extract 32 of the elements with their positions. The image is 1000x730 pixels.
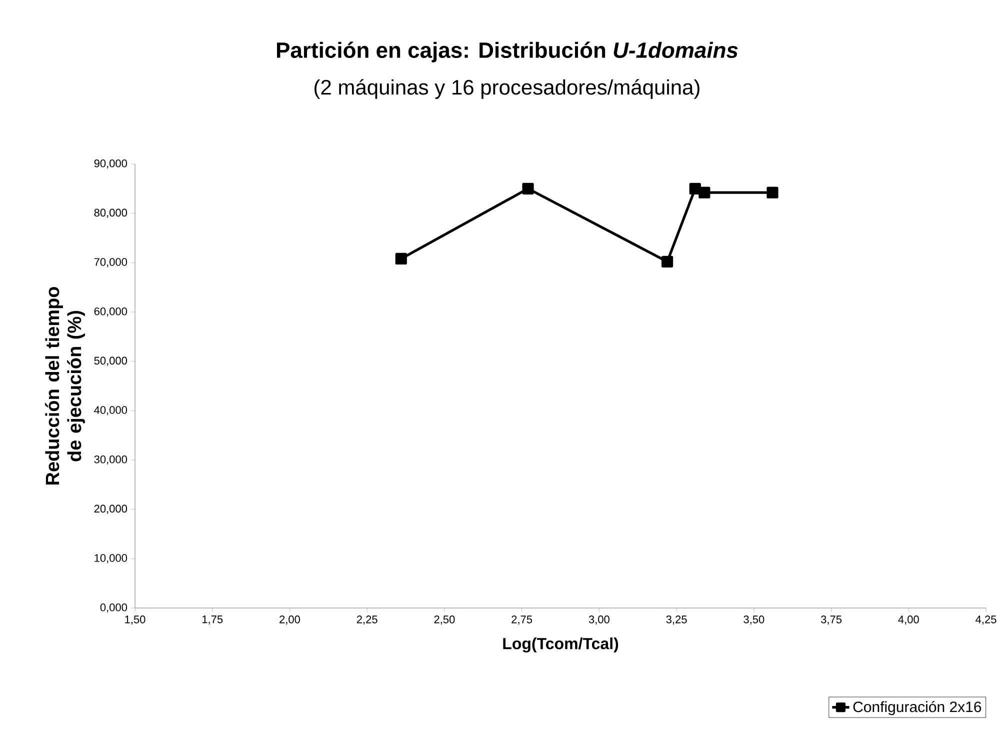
- y-tick-label: 30,000: [94, 455, 128, 465]
- y-tick-label: 20,000: [94, 504, 128, 514]
- y-tick-label: 10,000: [94, 554, 128, 564]
- y-tick-label: 70,000: [94, 258, 128, 268]
- y-tick-label: 0,000: [100, 603, 128, 613]
- x-tick-label: 3,75: [821, 616, 842, 625]
- y-axis-title: Reducción del tiempo de ejecución (%): [45, 286, 85, 484]
- chart-title: Partición en cajas: Distribución U-1domains: [277, 42, 738, 62]
- x-tick-label: 2,50: [434, 616, 455, 625]
- chart-subtitle: (2 máquinas y 16 procesadores/máquina): [314, 79, 700, 99]
- x-tick-label: 3,50: [744, 616, 764, 625]
- x-tick-label: 2,25: [356, 616, 378, 625]
- x-tick-label: 1,50: [125, 616, 146, 625]
- x-axis-title: Log(Tcom/Tcal): [503, 637, 618, 652]
- x-tick-label: 1,75: [202, 616, 223, 625]
- y-tick-label: 40,000: [94, 406, 128, 416]
- x-tick-label: 4,25: [976, 616, 996, 625]
- x-tick-label: 3,00: [588, 616, 610, 625]
- point: [395, 252, 407, 265]
- y-tick-label: 90,000: [94, 159, 128, 169]
- x-tick-label: 3,25: [666, 616, 687, 625]
- legend-label: Configuración 2x16: [853, 701, 982, 716]
- y-tick-label: 80,000: [94, 208, 128, 218]
- x-tick-label: 2,00: [280, 616, 300, 625]
- y-tick-label: 60,000: [94, 307, 128, 317]
- point: [698, 186, 710, 198]
- point: [766, 186, 778, 198]
- point: [661, 256, 674, 268]
- y-tick-label: 50,000: [94, 356, 128, 366]
- point: [522, 182, 534, 194]
- x-tick-label: 2,75: [512, 616, 532, 625]
- x-tick-label: 4,00: [898, 616, 919, 625]
